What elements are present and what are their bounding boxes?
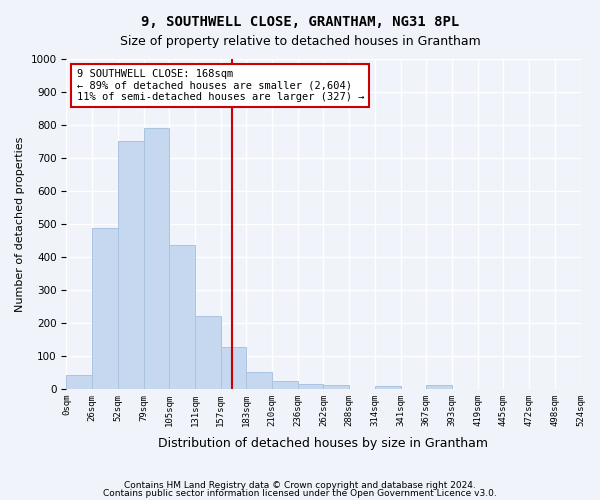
Text: 9, SOUTHWELL CLOSE, GRANTHAM, NG31 8PL: 9, SOUTHWELL CLOSE, GRANTHAM, NG31 8PL bbox=[141, 15, 459, 29]
Bar bbox=[426, 386, 452, 389]
Bar bbox=[143, 128, 169, 389]
Bar bbox=[272, 380, 298, 389]
Text: 9 SOUTHWELL CLOSE: 168sqm
← 89% of detached houses are smaller (2,604)
11% of se: 9 SOUTHWELL CLOSE: 168sqm ← 89% of detac… bbox=[77, 69, 364, 102]
Bar bbox=[92, 228, 118, 389]
Bar bbox=[221, 346, 247, 389]
Bar bbox=[298, 384, 323, 389]
Text: Size of property relative to detached houses in Grantham: Size of property relative to detached ho… bbox=[119, 35, 481, 48]
Text: Contains public sector information licensed under the Open Government Licence v3: Contains public sector information licen… bbox=[103, 488, 497, 498]
Text: Contains HM Land Registry data © Crown copyright and database right 2024.: Contains HM Land Registry data © Crown c… bbox=[124, 481, 476, 490]
Bar bbox=[323, 385, 349, 389]
Bar bbox=[169, 246, 195, 389]
Bar bbox=[118, 142, 143, 389]
Bar bbox=[247, 372, 272, 389]
Y-axis label: Number of detached properties: Number of detached properties bbox=[15, 136, 25, 312]
Bar bbox=[375, 386, 401, 389]
Bar bbox=[67, 375, 92, 389]
Bar bbox=[195, 316, 221, 389]
X-axis label: Distribution of detached houses by size in Grantham: Distribution of detached houses by size … bbox=[158, 437, 488, 450]
